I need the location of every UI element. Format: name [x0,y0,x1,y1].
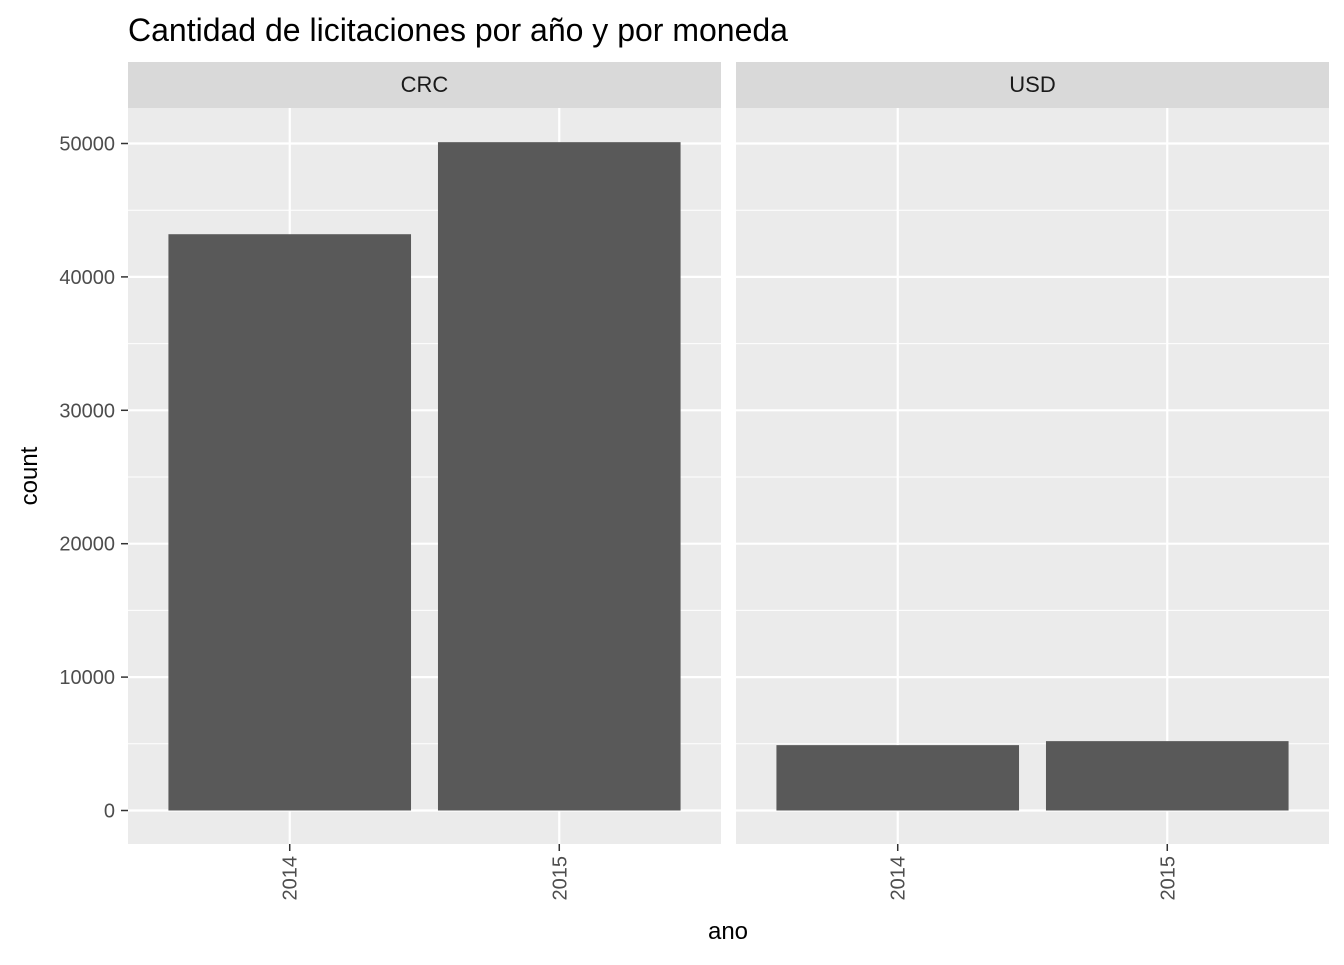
y-axis-title: count [16,446,43,505]
y-tick-label: 0 [104,801,115,823]
panel-background [736,108,1329,844]
facet-strip-label: USD [1009,72,1055,97]
bar-crc-2014 [168,234,412,811]
x-tick-label: 2015 [549,856,571,901]
bar-usd-2014 [776,745,1020,811]
facet-strip [128,62,721,108]
x-tick-label: 2014 [280,856,302,901]
y-tick-label: 50000 [59,134,115,156]
facet-strip-label: CRC [401,72,449,97]
facet-panel-crc: CRC 2014 2015 [128,62,721,901]
facet-panel-usd: USD 2014 2015 [736,62,1329,901]
y-tick-label: 40000 [59,267,115,289]
y-tick-label: 20000 [59,534,115,556]
bar-crc-2015 [437,142,681,811]
x-tick-label: 2015 [1157,856,1179,901]
x-axis-title: ano [708,918,748,945]
chart-title: Cantidad de licitaciones por año y por m… [128,12,788,48]
bar-usd-2015 [1045,741,1289,811]
facet-strip [736,62,1329,108]
facet-panels: CRC 2014 2015 USD 2014 2015 [128,62,1329,901]
y-tick-label: 10000 [59,667,115,689]
y-tick-label: 30000 [59,400,115,422]
x-tick-label: 2014 [888,856,910,901]
y-axis: 0 10000 20000 30000 40000 50000 [59,134,128,823]
